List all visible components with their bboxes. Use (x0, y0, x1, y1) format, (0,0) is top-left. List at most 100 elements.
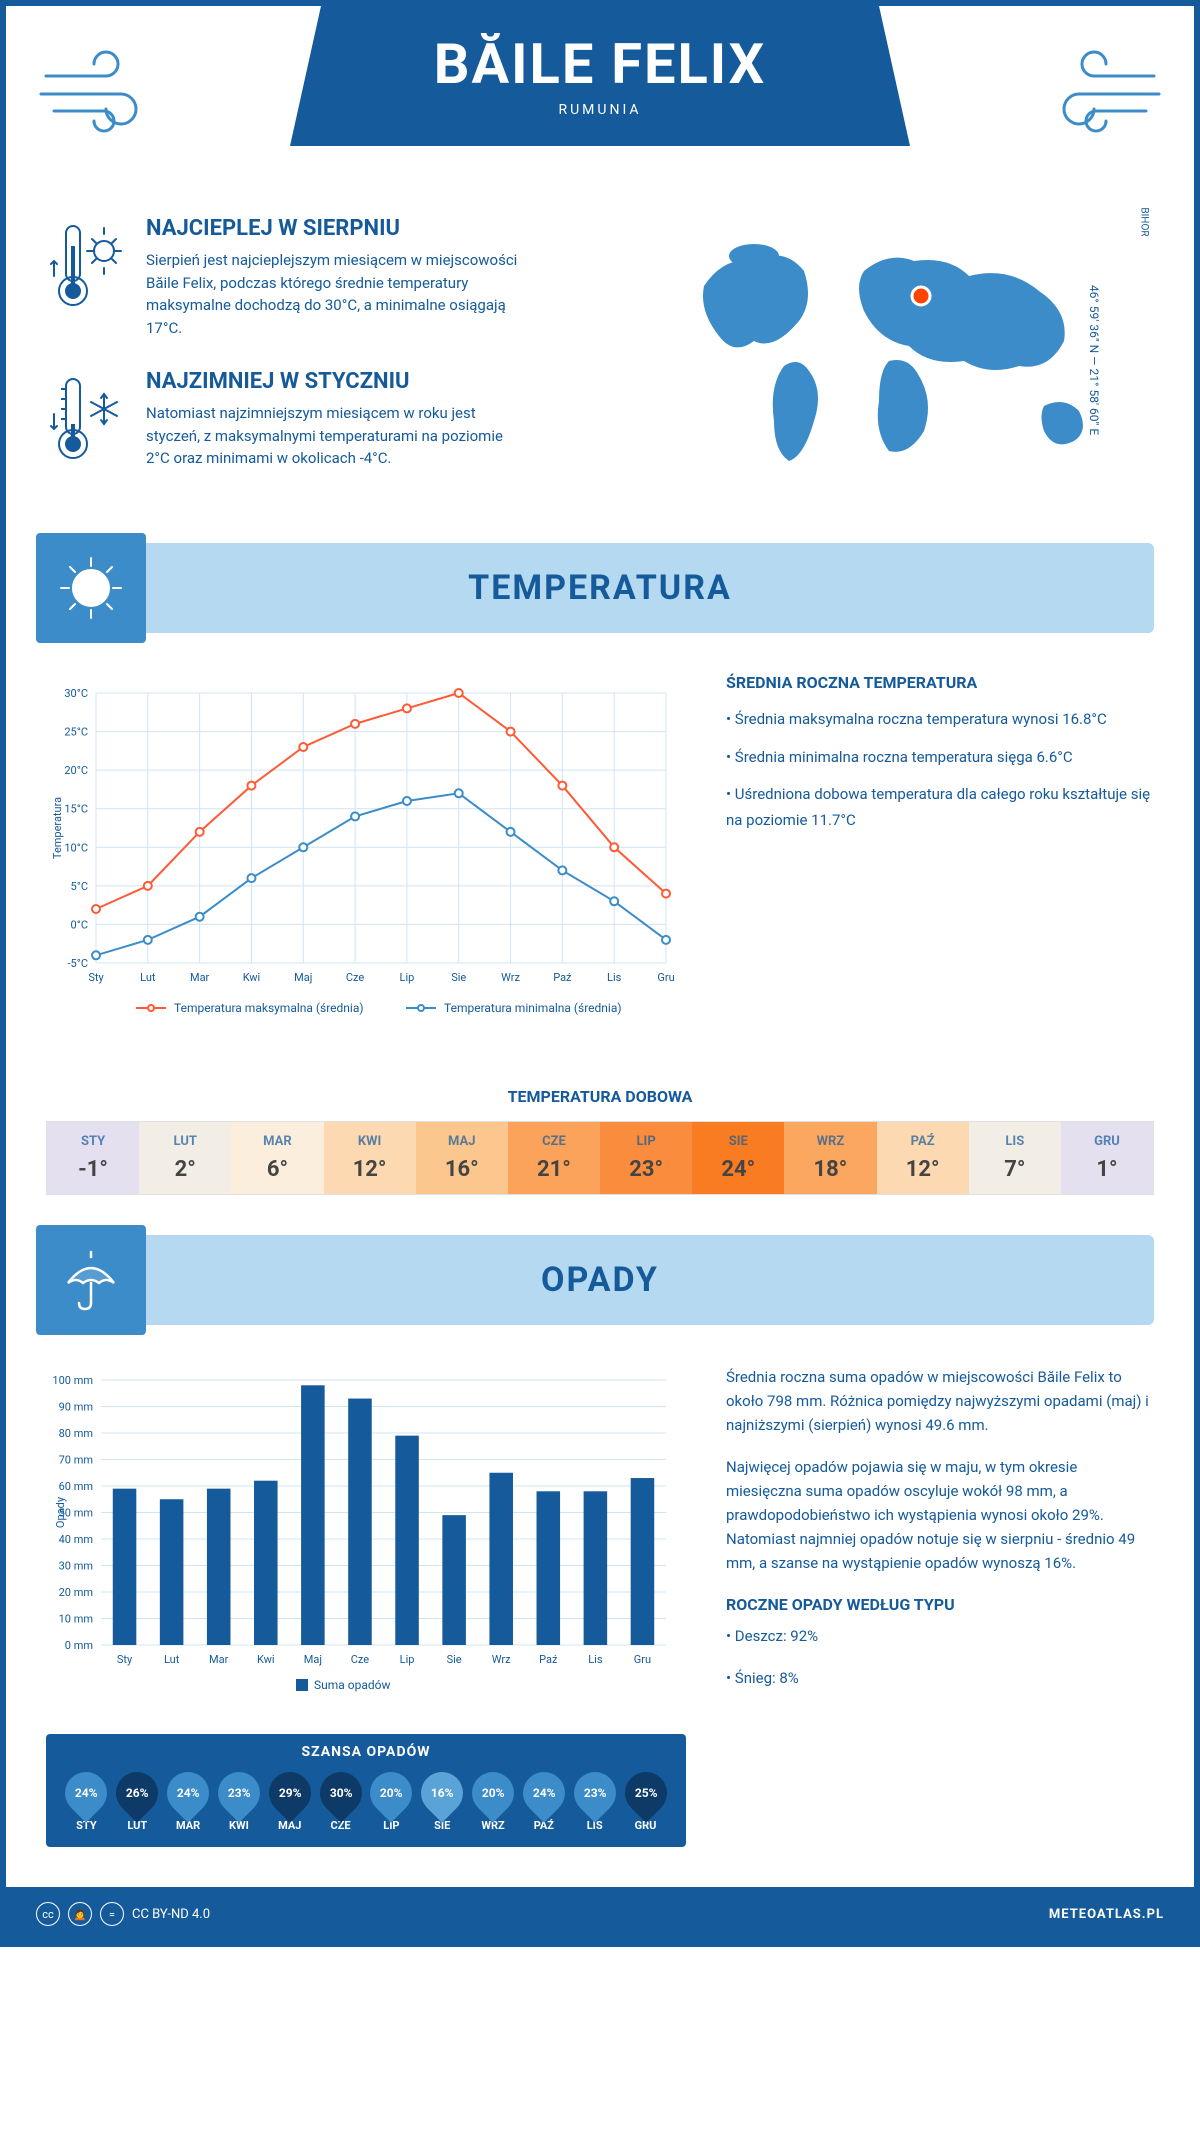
svg-text:70 mm: 70 mm (59, 1454, 93, 1467)
rain-chance-drop: 23%KWI (213, 1772, 264, 1832)
daily-temp-title: TEMPERATURA DOBOWA (6, 1087, 1194, 1106)
svg-text:30 mm: 30 mm (59, 1560, 93, 1573)
svg-text:Suma opadów: Suma opadów (314, 1678, 391, 1692)
svg-text:Lis: Lis (607, 971, 622, 984)
svg-text:20°C: 20°C (64, 764, 88, 777)
svg-text:15°C: 15°C (64, 803, 88, 816)
svg-text:Lut: Lut (164, 1653, 180, 1666)
svg-text:Temperatura maksymalna (średni: Temperatura maksymalna (średnia) (174, 1001, 364, 1015)
svg-text:90 mm: 90 mm (59, 1401, 93, 1414)
temperature-banner: TEMPERATURA (46, 543, 1154, 633)
site-name: METEOATLAS.PL (1049, 1907, 1164, 1922)
svg-text:Gru: Gru (657, 971, 674, 984)
svg-text:Kwi: Kwi (257, 1653, 275, 1666)
svg-text:Temperatura minimalna (średnia: Temperatura minimalna (średnia) (444, 1001, 622, 1015)
rain-chance-drop: 24%MAR (163, 1772, 214, 1832)
world-map: BIHOR 46° 59' 36" N — 21° 58' 60" E (674, 216, 1154, 503)
license-text: CC BY-ND 4.0 (132, 1907, 210, 1922)
daily-temp-cell: WRZ18° (784, 1122, 876, 1194)
daily-temp-cell: LIP23° (600, 1122, 692, 1194)
svg-text:Mar: Mar (209, 1653, 229, 1666)
title-banner: BĂILE FELIX RUMUNIA (290, 6, 910, 146)
daily-temp-cell: MAJ16° (416, 1122, 508, 1194)
daily-temp-cell: LUT2° (139, 1122, 231, 1194)
precip-p1: Średnia roczna suma opadów w miejscowośc… (726, 1365, 1154, 1437)
daily-temp-cell: KWI12° (324, 1122, 416, 1194)
page-footer: cc 🙍 = CC BY-ND 4.0 METEOATLAS.PL (6, 1887, 1194, 1941)
svg-text:Lip: Lip (400, 971, 415, 984)
daily-temp-cell: STY-1° (47, 1122, 139, 1194)
svg-text:20 mm: 20 mm (59, 1586, 93, 1599)
svg-text:0 mm: 0 mm (65, 1639, 93, 1652)
svg-text:60 mm: 60 mm (59, 1480, 93, 1493)
svg-text:25°C: 25°C (64, 726, 88, 739)
precip-type-b2: • Śnieg: 8% (726, 1666, 1154, 1690)
by-icon: 🙍 (68, 1902, 92, 1926)
svg-text:Kwi: Kwi (243, 971, 261, 984)
svg-text:0°C: 0°C (71, 918, 88, 931)
daily-temp-cell: GRU1° (1061, 1122, 1153, 1194)
svg-text:Opady: Opady (54, 1496, 67, 1528)
daily-temp-cell: SIE24° (692, 1122, 784, 1194)
svg-text:Paź: Paź (553, 971, 572, 984)
rain-chance-drop: 20%LIP (366, 1772, 417, 1832)
temperature-title: TEMPERATURA (468, 568, 732, 608)
country-name: RUMUNIA (290, 102, 910, 118)
wind-deco-icon (1034, 46, 1164, 136)
svg-text:Maj: Maj (294, 971, 312, 984)
svg-text:Cze: Cze (346, 971, 365, 984)
svg-text:Gru: Gru (634, 1653, 651, 1666)
svg-text:Mar: Mar (190, 971, 210, 984)
daily-temp-cell: CZE21° (508, 1122, 600, 1194)
daily-temp-cell: PAŹ12° (877, 1122, 969, 1194)
nd-icon: = (100, 1902, 124, 1926)
precipitation-bar-chart: 0 mm10 mm20 mm30 mm40 mm50 mm60 mm70 mm8… (46, 1365, 686, 1709)
coldest-text: Natomiast najzimniejszym miesiącem w rok… (146, 402, 526, 470)
precipitation-title: OPADY (541, 1260, 659, 1300)
avg-temp-b2: • Średnia minimalna roczna temperatura s… (726, 745, 1154, 771)
rain-chance-drop: 25%GRU (620, 1772, 671, 1832)
svg-text:Wrz: Wrz (501, 971, 520, 984)
svg-text:5°C: 5°C (71, 880, 88, 893)
rain-chance-drop: 20%WRZ (468, 1772, 519, 1832)
coldest-block: NAJZIMNIEJ W STYCZNIU Natomiast najzimni… (46, 369, 644, 473)
umbrella-icon (56, 1245, 126, 1315)
precip-p2: Najwięcej opadów pojawia się w maju, w t… (726, 1455, 1154, 1575)
avg-temp-title: ŚREDNIA ROCZNA TEMPERATURA (726, 673, 1154, 692)
svg-text:Sty: Sty (88, 971, 104, 984)
rain-chance-drop: 16%SIE (417, 1772, 468, 1832)
svg-text:Sie: Sie (447, 1653, 462, 1666)
svg-text:30°C: 30°C (64, 687, 88, 700)
wind-deco-icon (36, 46, 166, 136)
warmest-text: Sierpień jest najcieplejszym miesiącem w… (146, 249, 526, 339)
svg-text:10 mm: 10 mm (59, 1613, 93, 1626)
svg-text:-5°C: -5°C (68, 957, 89, 970)
rain-chance-drop: 24%STY (61, 1772, 112, 1832)
temperature-line-chart: -5°C 0°C 5°C 10°C 15°C 20°C 25°C 30°C Sty Lut Mar K… (46, 673, 686, 1037)
svg-text:Lis: Lis (588, 1653, 603, 1666)
daily-temp-cell: LIS7° (969, 1122, 1061, 1194)
svg-text:Maj: Maj (304, 1653, 322, 1666)
rain-chance-drop: 23%LIS (569, 1772, 620, 1832)
svg-text:Paź: Paź (539, 1653, 558, 1666)
svg-text:Cze: Cze (351, 1653, 370, 1666)
daily-temp-cell: MAR6° (231, 1122, 323, 1194)
thermometer-cold-icon (46, 369, 126, 469)
rain-chance-drop: 24%PAŹ (518, 1772, 569, 1832)
svg-text:10°C: 10°C (64, 841, 88, 854)
sun-icon (56, 553, 126, 623)
avg-temp-b1: • Średnia maksymalna roczna temperatura … (726, 707, 1154, 733)
svg-text:Lut: Lut (140, 971, 156, 984)
coldest-title: NAJZIMNIEJ W STYCZNIU (146, 369, 526, 394)
region-label: BIHOR (1139, 207, 1150, 236)
precipitation-banner: OPADY (46, 1235, 1154, 1325)
precip-type-title: ROCZNE OPADY WEDŁUG TYPU (726, 1595, 1154, 1614)
svg-text:100 mm: 100 mm (52, 1374, 93, 1387)
rain-chance-drop: 30%CZE (315, 1772, 366, 1832)
page-header: BĂILE FELIX RUMUNIA (6, 6, 1194, 186)
rain-chance-drop: 26%LUT (112, 1772, 163, 1832)
svg-text:Wrz: Wrz (492, 1653, 511, 1666)
warmest-block: NAJCIEPLEJ W SIERPNIU Sierpień jest najc… (46, 216, 644, 339)
avg-temp-b3: • Uśredniona dobowa temperatura dla całe… (726, 782, 1154, 833)
daily-temp-table: STY-1°LUT2°MAR6°KWI12°MAJ16°CZE21°LIP23°… (46, 1121, 1154, 1195)
